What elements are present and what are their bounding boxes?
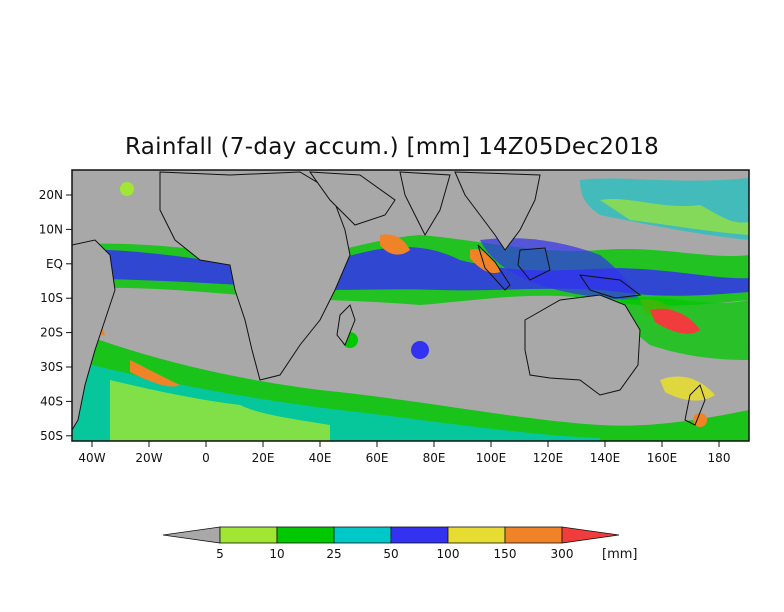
lon-tick-label: 100E <box>476 451 507 465</box>
sumatra-outline <box>477 244 511 291</box>
colorbar-low-triangle <box>162 526 221 544</box>
new-zealand-outline <box>684 384 706 426</box>
colorbar-label: 300 <box>551 547 574 561</box>
colorbar-high-triangle <box>561 526 620 544</box>
lat-tick-label: 40S <box>40 394 63 408</box>
lat-tick-label: 30S <box>40 360 63 374</box>
colorbar-segment <box>447 526 506 544</box>
colorbar-label: 100 <box>437 547 460 561</box>
lon-tick-label: 40W <box>78 451 105 465</box>
lon-tick-label: 160E <box>647 451 678 465</box>
plot-frame <box>71 169 750 442</box>
borneo-outline <box>517 247 551 281</box>
colorbar-label: 10 <box>269 547 284 561</box>
longitude-axis: 40W 20W 0 20E 40E 60E 80E 100E 120E 140E 160E 180 <box>78 441 730 465</box>
lon-tick-label: 140E <box>590 451 621 465</box>
lat-tick-label: EQ <box>46 257 63 271</box>
lon-tick-label: 40E <box>309 451 332 465</box>
colorbar-segment <box>390 526 449 544</box>
lat-tick-label: 10N <box>39 222 63 236</box>
lon-tick-label: 80E <box>423 451 446 465</box>
lat-tick-label: 10S <box>40 291 63 305</box>
colorbar-label: 50 <box>383 547 398 561</box>
colorbar-label: 25 <box>326 547 341 561</box>
colorbar-unit: [mm] <box>602 547 637 562</box>
latitude-axis: 20N 10N EQ 10S 20S 30S 40S 50S <box>39 188 72 443</box>
colorbar-segment <box>276 526 335 544</box>
land-masks <box>72 171 706 431</box>
lon-tick-label: 0 <box>202 451 210 465</box>
lon-tick-label: 20W <box>135 451 162 465</box>
lat-tick-label: 20N <box>39 188 63 202</box>
lon-tick-label: 180 <box>708 451 731 465</box>
australia-outline <box>524 294 641 396</box>
se-asia-outline <box>454 171 541 251</box>
lat-tick-label: 20S <box>40 326 63 340</box>
arabia-outline <box>308 171 396 226</box>
lon-tick-label: 120E <box>533 451 564 465</box>
lat-tick-label: 50S <box>40 429 63 443</box>
colorbar-segment <box>333 526 392 544</box>
lon-tick-label: 60E <box>366 451 389 465</box>
new-guinea-outline <box>578 274 642 299</box>
madagascar-outline <box>336 304 356 346</box>
south-america-outline <box>72 239 116 431</box>
map-title: Rainfall (7-day accum.) [mm] 14Z05Dec201… <box>125 134 659 160</box>
colorbar-label: 150 <box>494 547 517 561</box>
lon-tick-label: 20E <box>252 451 275 465</box>
colorbar: 5 10 25 50 100 150 300 [mm] <box>162 526 637 562</box>
colorbar-segment <box>504 526 563 544</box>
colorbar-label: 5 <box>216 547 224 561</box>
colorbar-segment <box>219 526 278 544</box>
india-outline <box>399 171 451 237</box>
